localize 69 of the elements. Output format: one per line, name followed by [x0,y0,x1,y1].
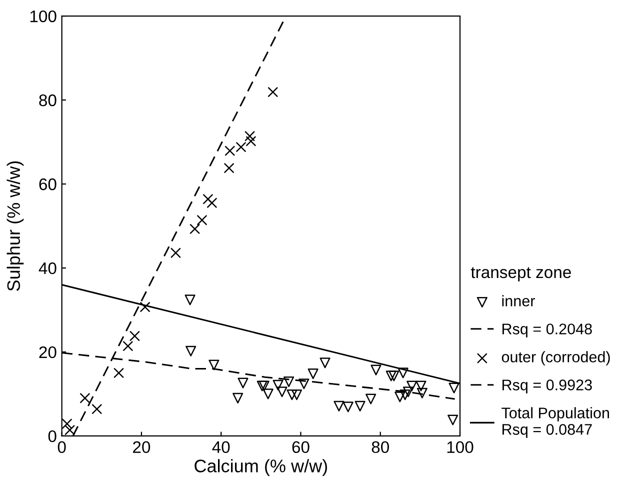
legend-label: inner [502,295,535,306]
point [122,340,134,352]
legend-title: transept zone [470,267,571,282]
point [370,364,382,376]
point [416,388,428,398]
point [244,130,256,142]
point [262,388,274,400]
point [298,378,310,390]
point [202,194,214,204]
point [386,370,396,382]
point [448,382,460,394]
point [184,294,196,306]
point [190,224,200,234]
point [366,394,376,404]
point [238,378,248,388]
point [402,386,414,398]
point [394,392,406,402]
legend-label: Total Population Rsq = 0.0847 [502,407,609,438]
point [342,402,354,412]
point [224,162,234,174]
point [406,380,418,392]
point [80,392,90,404]
x-tick-label: 40 [212,441,230,454]
point [388,370,400,382]
point [354,400,366,412]
legend-label: outer (corroded) [502,351,610,366]
y-tick-label: 20 [39,346,56,358]
point [284,376,294,388]
point [129,330,140,342]
point [92,404,102,414]
point [208,360,220,370]
point [320,358,330,368]
y-tick-label: 60 [39,178,56,190]
legend-label: Rsq = 0.2048 [502,324,592,338]
point [334,400,344,412]
x-tick-label: 60 [292,441,310,454]
point [416,380,426,392]
x-tick-label: 20 [133,441,150,454]
y-tick-label: 100 [30,10,56,22]
point [62,418,72,430]
x-tick-label: 0 [58,441,66,454]
point [272,380,284,390]
point [113,368,124,378]
legend-label: Rsq = 0.9923 [502,380,592,394]
point [140,302,150,312]
point [232,392,244,404]
point [186,346,196,356]
point [246,136,256,146]
point [286,390,298,400]
x-tick-label: 80 [372,441,389,454]
point [291,390,302,400]
x-axis-title: Calcium (% w/w) [194,459,328,476]
point [236,142,246,152]
point [196,214,208,226]
y-tick-label: 80 [39,94,56,106]
point [268,86,278,98]
point [170,248,181,258]
point [64,424,76,436]
point [398,368,408,378]
y-tick-label: 40 [38,262,56,274]
y-tick-label: 0 [48,430,56,442]
point [276,386,288,398]
point [400,390,410,400]
y-axis-title: Sulphur (% w/w) [6,161,24,291]
point [206,198,218,208]
x-tick-label: 100 [447,441,474,454]
point [224,146,236,156]
point [308,368,318,380]
point [448,414,458,426]
